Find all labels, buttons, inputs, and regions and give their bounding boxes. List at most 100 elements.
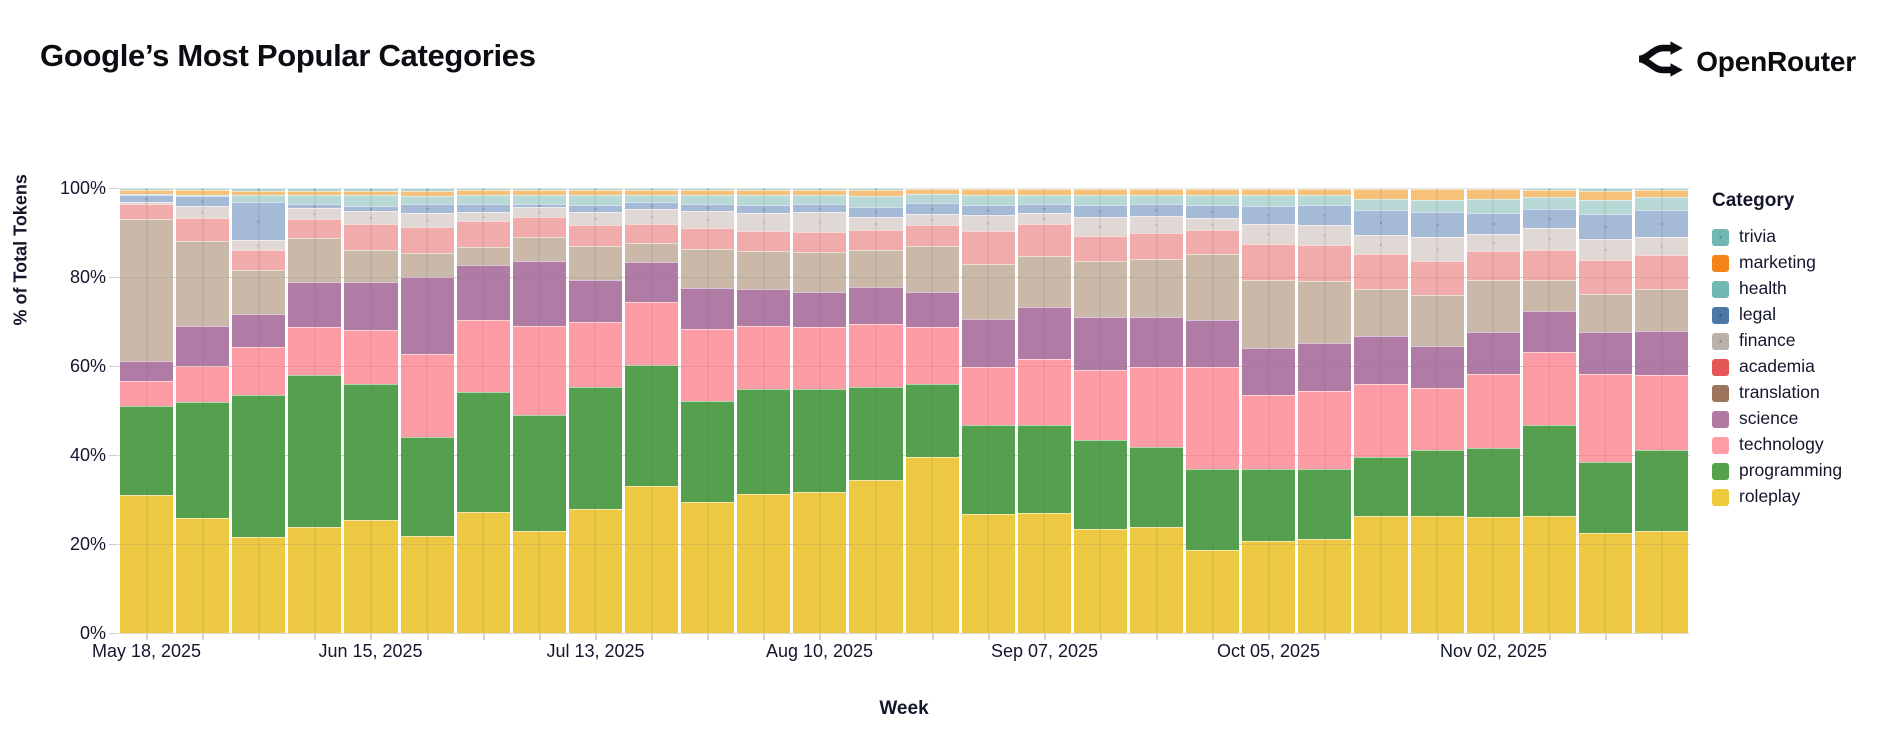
bar-segment-marketing[interactable] (456, 190, 510, 195)
bar-segment-science[interactable] (512, 260, 566, 327)
bar-segment-technology[interactable] (849, 324, 903, 387)
bar-segment-roleplay[interactable] (1410, 516, 1464, 633)
bar-segment-finance[interactable] (1242, 224, 1296, 245)
bar-segment-technology[interactable] (905, 327, 959, 384)
bar-segment-trivia[interactable] (849, 188, 903, 190)
bar-segment-finance[interactable] (232, 239, 286, 251)
bar-segment-legal[interactable] (849, 207, 903, 217)
bar-segment-legal[interactable] (1073, 204, 1127, 217)
bar-segment-finance[interactable] (1298, 224, 1352, 245)
bar-segment-health[interactable] (1410, 200, 1464, 213)
legend-item-finance[interactable]: finance (1712, 328, 1842, 354)
bar-segment-roleplay[interactable] (1073, 528, 1127, 633)
bar-segment-finance[interactable] (1522, 227, 1576, 251)
bar-segment-roleplay[interactable] (624, 486, 679, 633)
bar-segment-academia[interactable] (120, 204, 174, 219)
bar-segment-academia[interactable] (400, 226, 454, 253)
bar-segment-roleplay[interactable] (737, 493, 791, 633)
bar-segment-legal[interactable] (737, 204, 791, 213)
legend-item-trivia[interactable]: trivia (1712, 224, 1842, 250)
bar-segment-science[interactable] (849, 286, 903, 325)
bar-segment-academia[interactable] (1578, 259, 1632, 295)
bar-segment-programming[interactable] (400, 437, 454, 536)
bar-segment-science[interactable] (288, 281, 342, 327)
bar-segment-trivia[interactable] (1522, 188, 1576, 191)
bar-segment-marketing[interactable] (681, 189, 735, 195)
bar-segment-marketing[interactable] (176, 190, 230, 195)
bar-segment-legal[interactable] (456, 204, 510, 212)
bar-segment-technology[interactable] (1242, 394, 1296, 470)
bar-segment-academia[interactable] (1522, 250, 1576, 281)
bar-segment-academia[interactable] (288, 219, 342, 238)
bar-segment-marketing[interactable] (1129, 189, 1184, 195)
bar-segment-science[interactable] (232, 313, 286, 347)
bar-segment-trivia[interactable] (1017, 188, 1071, 190)
bar-segment-academia[interactable] (905, 225, 959, 246)
legend-item-roleplay[interactable]: roleplay (1712, 484, 1842, 510)
bar-segment-translation[interactable] (1186, 254, 1240, 320)
bar-segment-trivia[interactable] (624, 188, 679, 190)
bar-segment-science[interactable] (344, 281, 398, 331)
bar-segment-technology[interactable] (1129, 367, 1184, 448)
bar-segment-science[interactable] (1129, 317, 1184, 368)
bar-segment-marketing[interactable] (961, 189, 1015, 196)
bar-segment-legal[interactable] (176, 196, 230, 206)
bar-segment-academia[interactable] (568, 225, 622, 247)
bar-segment-technology[interactable] (1017, 358, 1071, 426)
bar-segment-finance[interactable] (176, 205, 230, 219)
bar-segment-science[interactable] (793, 291, 847, 328)
bar-segment-marketing[interactable] (737, 189, 791, 196)
bar-segment-trivia[interactable] (737, 188, 791, 190)
bar-segment-marketing[interactable] (344, 190, 398, 196)
bar-segment-science[interactable] (1073, 317, 1127, 370)
bar-segment-science[interactable] (1466, 331, 1520, 375)
bar-segment-legal[interactable] (1242, 206, 1296, 225)
bar-segment-technology[interactable] (1522, 351, 1576, 426)
bar-segment-roleplay[interactable] (1298, 538, 1352, 633)
bar-segment-finance[interactable] (400, 213, 454, 227)
bar-segment-health[interactable] (737, 195, 791, 205)
bar-segment-translation[interactable] (120, 218, 174, 362)
bar-segment-roleplay[interactable] (849, 480, 903, 633)
bar-segment-science[interactable] (1354, 335, 1408, 385)
bar-segment-translation[interactable] (1354, 288, 1408, 336)
bar-segment-programming[interactable] (737, 388, 791, 494)
bar-segment-trivia[interactable] (232, 188, 286, 192)
bar-segment-translation[interactable] (288, 237, 342, 282)
bar-segment-legal[interactable] (344, 205, 398, 212)
bar-segment-finance[interactable] (1129, 215, 1184, 234)
bar-segment-programming[interactable] (176, 401, 230, 519)
bar-segment-translation[interactable] (1242, 280, 1296, 349)
bar-segment-translation[interactable] (1298, 280, 1352, 344)
bar-segment-legal[interactable] (512, 204, 566, 208)
bar-segment-trivia[interactable] (288, 188, 342, 191)
bar-segment-translation[interactable] (1410, 294, 1464, 346)
bar-segment-science[interactable] (1578, 332, 1632, 375)
bar-segment-marketing[interactable] (1186, 188, 1240, 195)
bar-segment-health[interactable] (793, 195, 847, 205)
legend-item-legal[interactable]: legal (1712, 302, 1842, 328)
bar-segment-health[interactable] (1129, 194, 1184, 205)
bar-segment-science[interactable] (1410, 345, 1464, 389)
bar-segment-translation[interactable] (344, 250, 398, 282)
bar-segment-technology[interactable] (1298, 390, 1352, 469)
legend-item-technology[interactable]: technology (1712, 432, 1842, 458)
bar-segment-marketing[interactable] (1017, 189, 1071, 195)
bar-segment-science[interactable] (1242, 348, 1296, 395)
bar-segment-legal[interactable] (288, 203, 342, 209)
bar-segment-translation[interactable] (1073, 260, 1127, 318)
bar-segment-translation[interactable] (961, 264, 1015, 319)
bar-segment-technology[interactable] (232, 346, 286, 396)
bar-segment-academia[interactable] (737, 230, 791, 251)
bar-segment-translation[interactable] (793, 252, 847, 292)
bar-segment-academia[interactable] (1298, 244, 1352, 281)
bar-segment-finance[interactable] (120, 202, 174, 205)
bar-segment-technology[interactable] (400, 354, 454, 438)
bar-segment-roleplay[interactable] (288, 526, 342, 633)
legend-item-marketing[interactable]: marketing (1712, 250, 1842, 276)
bar-segment-marketing[interactable] (1354, 188, 1408, 199)
bar-segment-trivia[interactable] (120, 188, 174, 191)
bar-segment-finance[interactable] (456, 211, 510, 222)
bar-segment-translation[interactable] (176, 241, 230, 327)
bar-segment-programming[interactable] (961, 425, 1015, 514)
